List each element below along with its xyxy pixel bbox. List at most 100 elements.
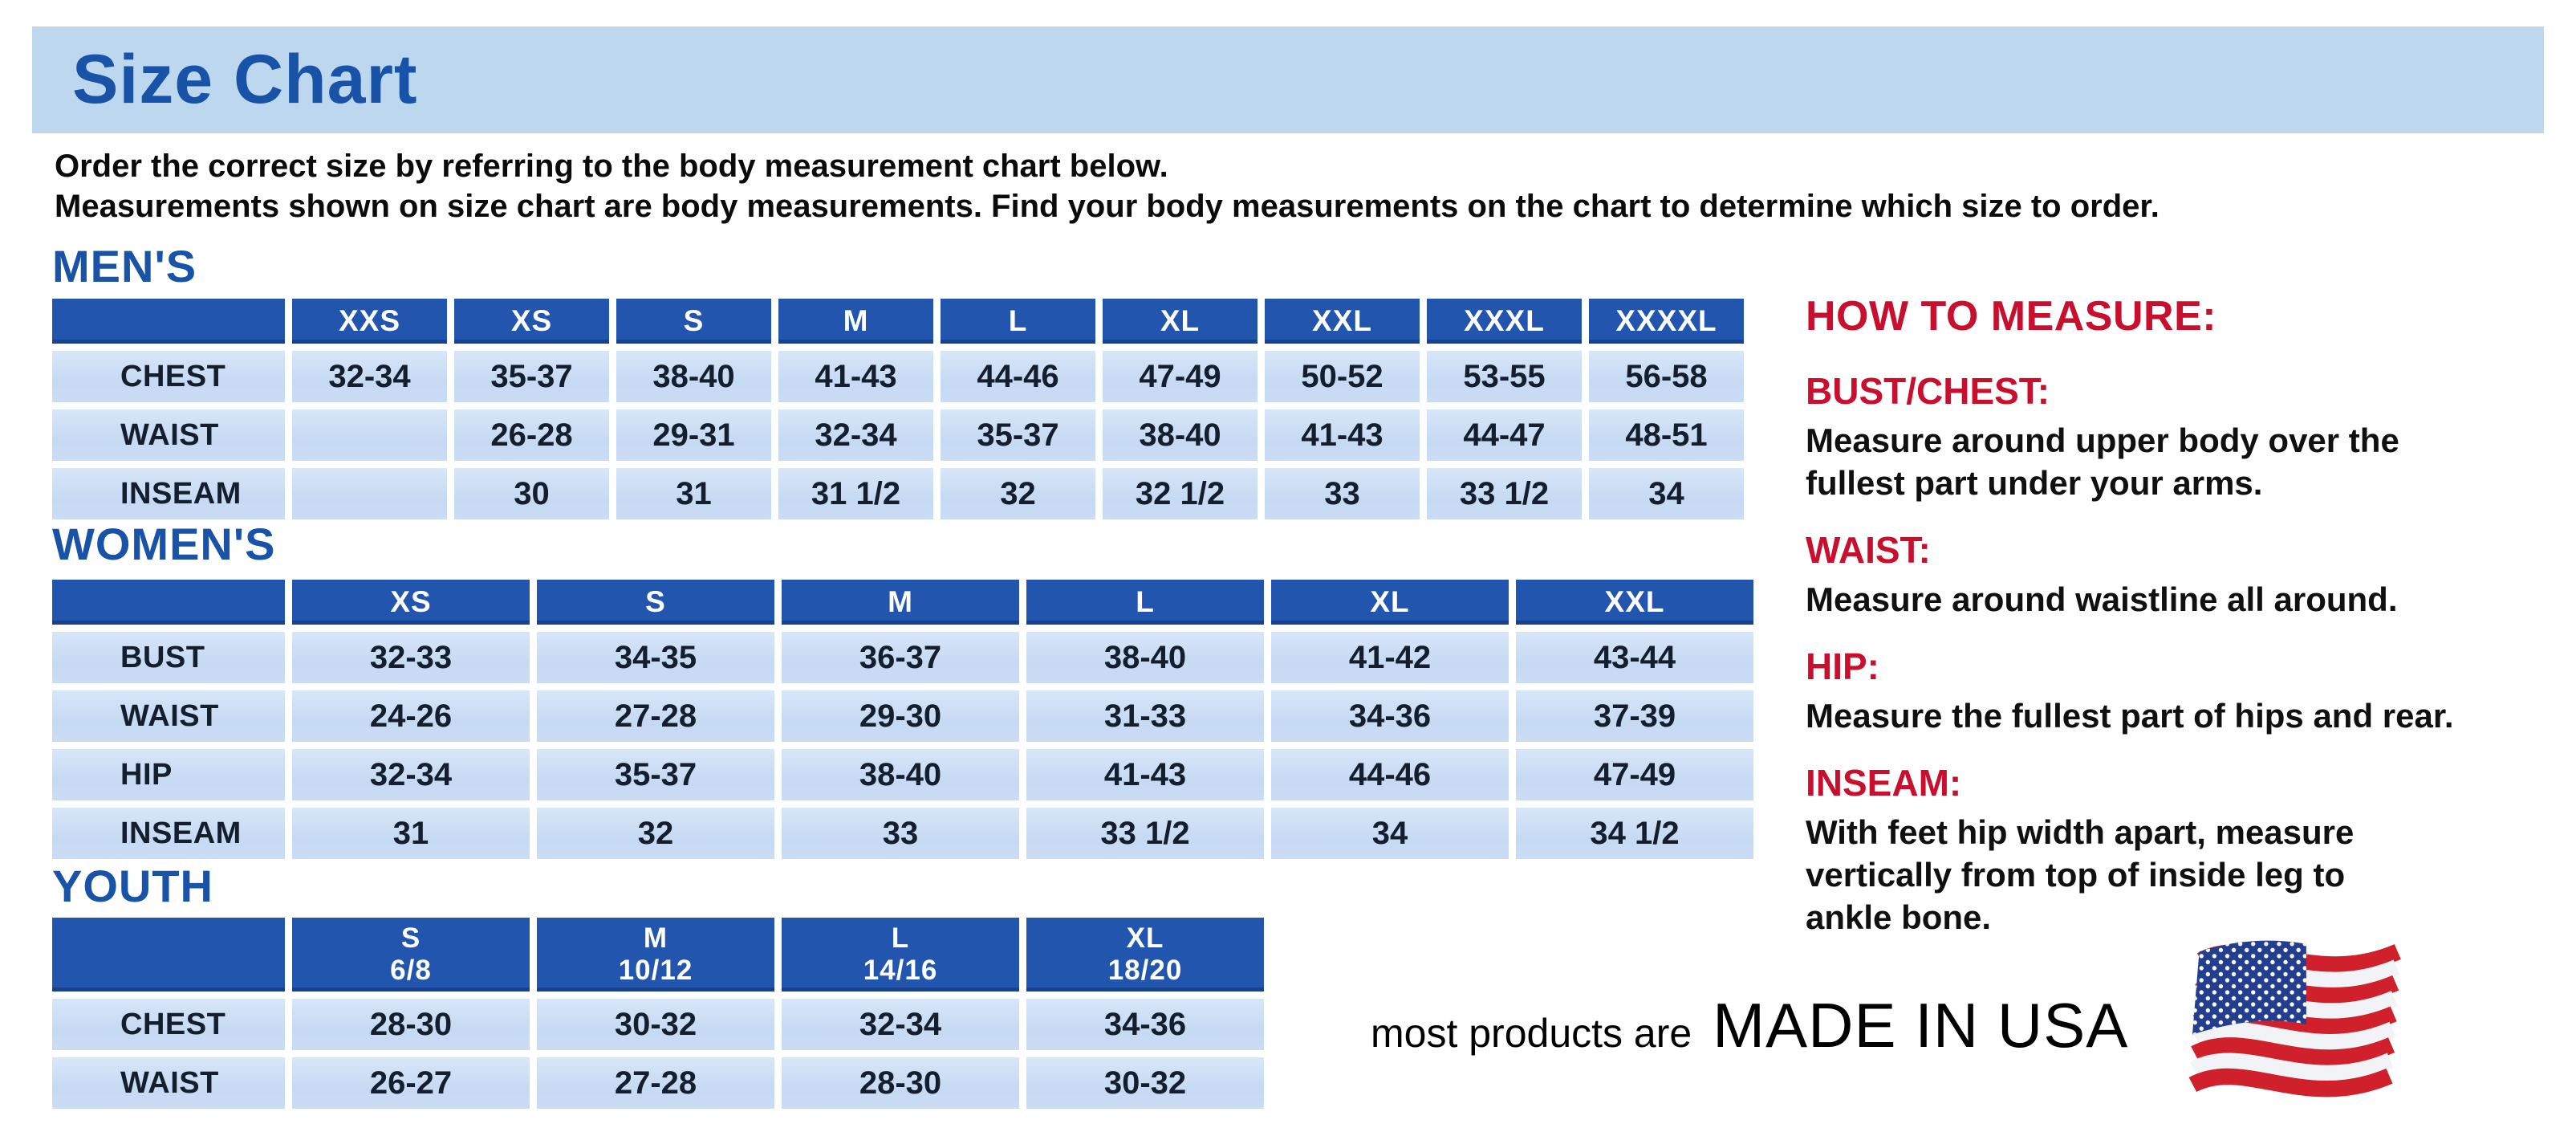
value-cell: 31-33 xyxy=(1026,690,1264,742)
column-header-cell: XS xyxy=(454,299,609,344)
column-header-cell: XL 18/20 xyxy=(1026,918,1264,992)
value-cell: 30 xyxy=(454,468,609,519)
table-corner-cell xyxy=(52,580,285,625)
section-heading-youth: YOUTH xyxy=(52,861,213,911)
value-cell: 26-27 xyxy=(292,1057,530,1109)
table-corner-cell xyxy=(52,299,285,344)
value-cell: 53-55 xyxy=(1427,351,1582,402)
column-header-cell: L xyxy=(1026,580,1264,625)
column-header-cell: M 10/12 xyxy=(537,918,774,992)
value-cell xyxy=(292,468,447,519)
column-header-cell: XXXL xyxy=(1427,299,1582,344)
value-cell: 44-47 xyxy=(1427,409,1582,461)
value-cell: 38-40 xyxy=(1103,409,1258,461)
intro-text: Order the correct size by referring to t… xyxy=(55,146,2160,226)
column-header-cell: M xyxy=(778,299,933,344)
column-header-cell: XXS xyxy=(292,299,447,344)
value-cell: 33 xyxy=(782,808,1019,859)
section-heading-womens: WOMEN'S xyxy=(52,519,276,569)
row-label-cell: INSEAM xyxy=(52,808,285,859)
value-cell: 26-28 xyxy=(454,409,609,461)
how-to-measure-heading: HOW TO MEASURE: xyxy=(1806,293,2217,340)
value-cell: 28-30 xyxy=(782,1057,1019,1109)
row-label-cell: BUST xyxy=(52,632,285,683)
value-cell: 32 xyxy=(941,468,1095,519)
value-cell: 27-28 xyxy=(537,690,774,742)
measure-item-text: Measure around upper body over the fulle… xyxy=(1806,421,2399,502)
value-cell: 32-34 xyxy=(292,351,447,402)
womens-size-table: XS S M L XL XXL BUST 32-33 34-35 36-37 38-40 41-42 4… xyxy=(52,580,1753,859)
value-cell: 32-34 xyxy=(778,409,933,461)
page-title: Size Chart xyxy=(72,41,418,118)
column-header-cell: XL xyxy=(1103,299,1258,344)
value-cell: 27-28 xyxy=(537,1057,774,1109)
value-cell: 33 xyxy=(1265,468,1420,519)
value-cell: 56-58 xyxy=(1589,351,1744,402)
value-cell: 34-35 xyxy=(537,632,774,683)
value-cell: 31 1/2 xyxy=(778,468,933,519)
value-cell: 47-49 xyxy=(1516,749,1753,800)
value-cell: 32 1/2 xyxy=(1103,468,1258,519)
intro-line-2: Measurements shown on size chart are bod… xyxy=(55,189,2160,224)
value-cell: 33 1/2 xyxy=(1026,808,1264,859)
value-cell: 34 xyxy=(1589,468,1744,519)
row-label-cell: HIP xyxy=(52,749,285,800)
column-header-cell: L 14/16 xyxy=(782,918,1019,992)
value-cell: 32-34 xyxy=(782,999,1019,1050)
us-flag-icon xyxy=(2188,940,2401,1097)
row-label-cell: WAIST xyxy=(52,409,285,461)
row-label-cell: INSEAM xyxy=(52,468,285,519)
column-header-cell: XXL xyxy=(1265,299,1420,344)
row-label-cell: CHEST xyxy=(52,351,285,402)
column-header-cell: L xyxy=(941,299,1095,344)
measure-item-text: Measure the fullest part of hips and rea… xyxy=(1806,697,2454,735)
title-banner: Size Chart xyxy=(32,26,2544,133)
youth-size-table: S 6/8 M 10/12 L 14/16 XL 18/20 CHEST 28-30 30-32 32… xyxy=(52,918,1264,1109)
measure-item-label: INSEAM: xyxy=(1806,762,1962,804)
value-cell: 34-36 xyxy=(1271,690,1509,742)
column-header-cell: XXL xyxy=(1516,580,1753,625)
column-header-cell: S 6/8 xyxy=(292,918,530,992)
row-label-cell: WAIST xyxy=(52,1057,285,1109)
column-header-cell: XXXXL xyxy=(1589,299,1744,344)
section-heading-mens: MEN'S xyxy=(52,241,197,291)
value-cell: 48-51 xyxy=(1589,409,1744,461)
value-cell: 31 xyxy=(292,808,530,859)
value-cell: 30-32 xyxy=(537,999,774,1050)
column-header-cell: S xyxy=(616,299,771,344)
value-cell: 33 1/2 xyxy=(1427,468,1582,519)
value-cell: 32-33 xyxy=(292,632,530,683)
row-label-cell: WAIST xyxy=(52,690,285,742)
value-cell: 35-37 xyxy=(454,351,609,402)
measure-item-text: Measure around waistline all around. xyxy=(1806,580,2398,618)
value-cell xyxy=(292,409,447,461)
value-cell: 43-44 xyxy=(1516,632,1753,683)
value-cell: 24-26 xyxy=(292,690,530,742)
value-cell: 35-37 xyxy=(537,749,774,800)
value-cell: 32-34 xyxy=(292,749,530,800)
made-in-usa-text: MADE IN USA xyxy=(1713,990,2129,1061)
value-cell: 34 xyxy=(1271,808,1509,859)
value-cell: 41-42 xyxy=(1271,632,1509,683)
row-label-cell: CHEST xyxy=(52,999,285,1050)
column-header-cell: XL xyxy=(1271,580,1509,625)
value-cell: 32 xyxy=(537,808,774,859)
value-cell: 47-49 xyxy=(1103,351,1258,402)
intro-line-1: Order the correct size by referring to t… xyxy=(55,149,1168,184)
mens-size-table: XXS XS S M L XL XXL XXXL XXXXL CHEST 32-34 35-37 38-… xyxy=(52,299,1744,519)
value-cell: 34 1/2 xyxy=(1516,808,1753,859)
footer-text-prefix: most products are xyxy=(1371,1011,1692,1056)
value-cell: 38-40 xyxy=(1026,632,1264,683)
value-cell: 30-32 xyxy=(1026,1057,1264,1109)
column-header-cell: S xyxy=(537,580,774,625)
value-cell: 29-30 xyxy=(782,690,1019,742)
measure-item-label: BUST/CHEST: xyxy=(1806,370,2050,412)
how-to-measure-section: HOW TO MEASURE: BUST/CHEST: Measure arou… xyxy=(1806,295,2512,966)
measure-item-label: HIP: xyxy=(1806,645,1879,687)
value-cell: 44-46 xyxy=(941,351,1095,402)
value-cell: 28-30 xyxy=(292,999,530,1050)
us-flag xyxy=(2176,935,2405,1107)
value-cell: 34-36 xyxy=(1026,999,1264,1050)
measure-item-label: WAIST: xyxy=(1806,529,1931,571)
